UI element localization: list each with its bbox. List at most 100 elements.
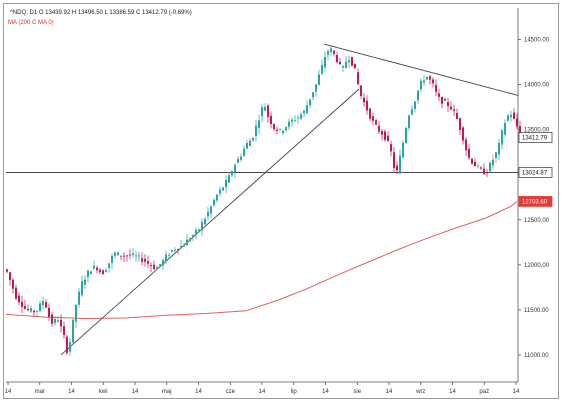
candle-body: [330, 48, 332, 53]
candle-body: [87, 270, 89, 278]
candle-body: [489, 162, 491, 172]
x-tick-label: 14: [449, 389, 456, 395]
candle-body: [363, 97, 365, 103]
candle-body: [96, 267, 98, 271]
candle-body: [375, 120, 377, 125]
candle-body: [510, 114, 512, 118]
candle-body: [132, 253, 134, 256]
candle-body: [243, 148, 245, 156]
candle-body: [498, 142, 500, 155]
y-tick-label: 14000.00: [524, 83, 550, 89]
candle-body: [15, 287, 17, 299]
x-tick-label: 14: [259, 389, 266, 395]
candle-body: [450, 106, 452, 110]
x-tick-label: wrz: [415, 389, 425, 395]
candle-body: [270, 115, 272, 124]
price-label-box: [518, 196, 553, 207]
y-tick-label: 11000.00: [524, 353, 549, 359]
candle-body: [93, 265, 95, 269]
candle-body: [438, 93, 440, 97]
candle-body: [288, 121, 290, 127]
ma-200-line: [5, 201, 518, 320]
candle-body: [141, 258, 143, 262]
candle-body: [18, 295, 20, 303]
candle-body: [309, 99, 311, 106]
candle-body: [429, 76, 431, 80]
candle-body: [414, 101, 416, 109]
y-tick-label: 13500.00: [524, 128, 550, 134]
candle-body: [318, 74, 320, 85]
candle-body: [57, 320, 59, 322]
candle-body: [147, 261, 149, 264]
candle-body: [321, 64, 323, 74]
candle-body: [72, 319, 74, 343]
candle-body: [150, 265, 152, 267]
y-tick-label: 12500.00: [524, 218, 550, 224]
candle-body: [198, 229, 200, 232]
candle-body: [246, 143, 248, 149]
candle-body: [405, 128, 407, 143]
candle-body: [168, 254, 170, 256]
candle-body: [54, 319, 56, 324]
candle-body: [252, 137, 254, 141]
candle-body: [507, 115, 509, 121]
candle-body: [276, 129, 278, 131]
candle-body: [207, 211, 209, 217]
candle-body: [258, 120, 260, 129]
candle-body: [108, 263, 110, 268]
candle-body: [12, 279, 14, 289]
candle-body: [474, 161, 476, 167]
candle-body: [327, 51, 329, 55]
candle-body: [516, 118, 518, 127]
candle-body: [480, 167, 482, 169]
x-tick-label: lip: [291, 389, 298, 395]
candle-body: [294, 120, 296, 121]
candle-body: [237, 159, 239, 163]
x-tick-label: cze: [226, 389, 236, 395]
candle-body: [186, 239, 188, 246]
candle-body: [36, 310, 38, 312]
candle-body: [78, 291, 80, 305]
candle-body: [210, 206, 212, 214]
candle-body: [465, 139, 467, 151]
candle-body: [192, 235, 194, 237]
candle-body: [69, 342, 71, 352]
price-label-box: [518, 167, 553, 178]
candle-body: [495, 152, 497, 159]
candle-body: [105, 270, 107, 272]
candle-body: [345, 61, 347, 68]
x-tick-label: 14: [195, 389, 202, 395]
candle-body: [174, 249, 176, 251]
candle-body: [471, 158, 473, 164]
candle-body: [123, 255, 125, 257]
candle-body: [213, 199, 215, 205]
candle-body: [33, 310, 35, 313]
candle-body: [312, 92, 314, 98]
candle-body: [144, 258, 146, 262]
candle-body: [201, 222, 203, 231]
candle-body: [273, 123, 275, 130]
candle-body: [84, 279, 86, 285]
candle-body: [306, 105, 308, 114]
candle-body: [402, 142, 404, 158]
candle-body: [282, 130, 284, 134]
candle-body: [228, 175, 230, 183]
candle-body: [303, 110, 305, 114]
candle-body: [333, 50, 335, 54]
candle-body: [351, 56, 353, 66]
candle-body: [42, 301, 44, 305]
x-tick-label: 14: [513, 389, 520, 395]
candle-body: [366, 100, 368, 111]
candle-body: [360, 85, 362, 97]
candle-body: [165, 254, 167, 262]
candle-body: [66, 336, 68, 354]
candle-body: [60, 319, 62, 327]
candle-body: [135, 255, 137, 257]
candle-body: [420, 80, 422, 90]
candle-body: [315, 84, 317, 92]
candle-body: [9, 272, 11, 281]
candle-body: [216, 194, 218, 201]
candle-body: [189, 239, 191, 241]
candle-body: [126, 255, 128, 257]
candle-body: [369, 108, 371, 119]
